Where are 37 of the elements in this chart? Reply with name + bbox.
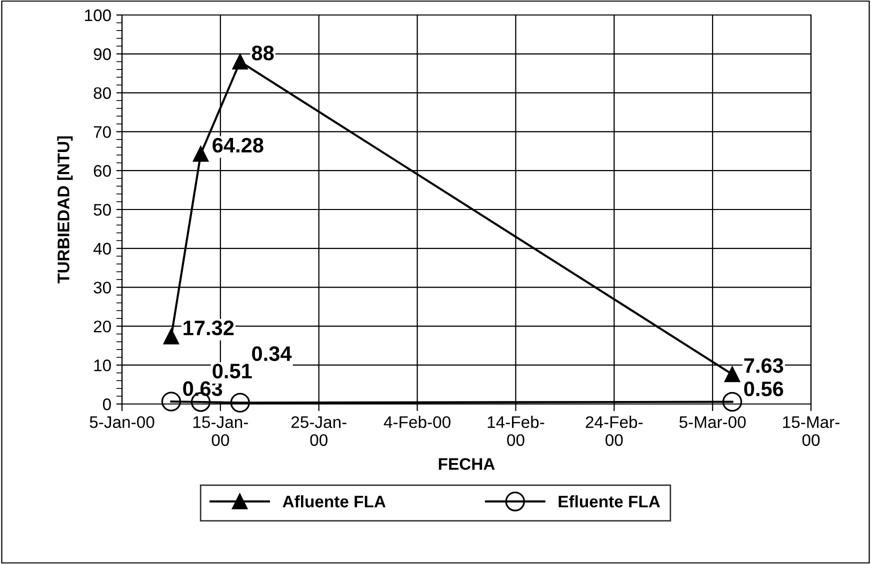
data-label: 0.56 <box>744 382 784 396</box>
data-label: 64.28 <box>212 138 264 153</box>
y-tick-label: 20 <box>94 320 111 332</box>
x-tick-label: 14-Feb- 00 <box>488 416 544 446</box>
x-tick-label: 24-Feb- 00 <box>586 416 643 446</box>
x-axis-title: FECHA <box>438 458 495 470</box>
y-tick-label: 70 <box>94 126 111 138</box>
data-label: 0.51 <box>212 364 252 378</box>
data-label: 0.34 <box>252 346 292 362</box>
legend-label: Efluente FLA <box>558 495 660 508</box>
point <box>724 366 740 382</box>
point <box>161 392 182 412</box>
point <box>232 54 248 70</box>
legend-label: Afluente FLA <box>282 495 386 508</box>
x-tick-label: 4-Feb-00 <box>384 416 450 428</box>
y-tick-label: 60 <box>94 165 111 177</box>
y-tick-label: 80 <box>94 87 111 100</box>
point <box>163 328 179 344</box>
y-tick-label: 10 <box>94 360 111 372</box>
data-label: 88 <box>252 46 274 60</box>
y-axis-title: TURBIEDAD [NTU] <box>57 136 73 284</box>
y-tick-label: 30 <box>94 282 111 294</box>
point <box>192 146 209 162</box>
y-tick-label: 100 <box>85 9 111 22</box>
x-tick-label: 5-Mar-00 <box>679 416 746 428</box>
y-tick-label: 50 <box>94 204 111 216</box>
data-label: 7.63 <box>744 358 784 373</box>
y-tick-label: 90 <box>94 48 111 60</box>
y-tick-label: 0 <box>102 398 111 410</box>
x-tick-label: 5-Jan-00 <box>90 416 154 428</box>
point <box>230 392 250 413</box>
y-tick-label: 40 <box>93 242 111 255</box>
x-tick-label: 25-Jan- 00 <box>291 416 346 446</box>
x-tick-label: 15-Mar- 00 <box>783 416 840 446</box>
x-tick-label: 15-Jan- 00 <box>193 416 248 446</box>
data-label: 17.32 <box>184 320 234 336</box>
point <box>722 392 742 412</box>
